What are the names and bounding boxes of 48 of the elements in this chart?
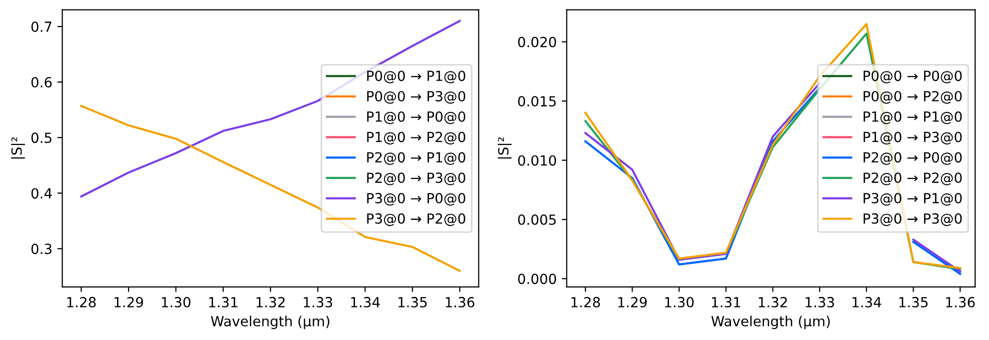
legend-label: P0@0 → P2@0 [864,90,962,104]
legend-label: P2@0 → P0@0 [864,152,962,165]
legend-label: P3@0 → P2@0 [367,213,466,226]
x-tick-label: 1.32 [256,296,285,308]
legend-label: P3@0 → P3@0 [864,213,962,226]
x-tick-label: 1.29 [618,296,647,308]
legend-label: P3@0 → P1@0 [864,192,962,206]
legend-label: P0@0 → P3@0 [367,90,466,104]
y-tick-label: 0.4 [31,188,52,199]
x-tick-label: 1.30 [665,296,694,308]
legend-label: P1@0 → P0@0 [367,111,466,124]
y-tick-label: 0.015 [518,96,556,107]
legend-label: P2@0 → P1@0 [367,152,466,165]
x-tick-label: 1.31 [209,296,238,308]
x-tick-label: 1.33 [304,296,332,308]
x-tick-label: 1.36 [446,296,474,308]
legend-label: P3@0 → P0@0 [367,192,466,206]
x-tick-label: 1.33 [806,296,834,308]
x-tick-label: 1.28 [67,296,96,308]
x-tick-label: 1.36 [946,296,975,308]
y-tick-label: 0.000 [518,274,556,284]
y-axis-title: |S|² [498,137,512,159]
x-tick-label: 1.35 [398,296,427,308]
y-tick-label: 0.010 [518,155,556,166]
x-tick-label: 1.29 [114,296,144,308]
x-tick-label: 1.34 [852,296,882,308]
x-axis-title: Wavelength (µm) [711,316,830,330]
x-tick-label: 1.35 [899,296,928,308]
legend-label: P1@0 → P1@0 [864,111,962,124]
legend-label: P1@0 → P2@0 [367,132,466,144]
x-tick-label: 1.28 [571,296,600,308]
x-tick-label: 1.34 [351,296,380,308]
legend-label: P1@0 → P3@0 [864,132,962,144]
legend-label: P2@0 → P3@0 [367,172,466,186]
y-axis-title: |S|² [11,137,25,159]
legend-label: P0@0 → P0@0 [864,70,962,84]
x-tick-label: 1.32 [758,296,787,308]
legend-label: P0@0 → P1@0 [367,70,466,84]
legend-label: P2@0 → P2@0 [864,172,962,186]
y-tick-label: 0.3 [31,244,52,254]
y-tick-label: 0.5 [31,132,52,144]
y-tick-label: 0.005 [518,214,556,225]
y-tick-label: 0.6 [31,77,52,88]
x-axis-title: Wavelength (µm) [210,316,330,330]
x-tick-label: 1.31 [712,296,740,308]
y-tick-label: 0.020 [518,36,556,48]
x-tick-label: 1.30 [162,296,190,308]
y-tick-label: 0.7 [31,21,52,32]
